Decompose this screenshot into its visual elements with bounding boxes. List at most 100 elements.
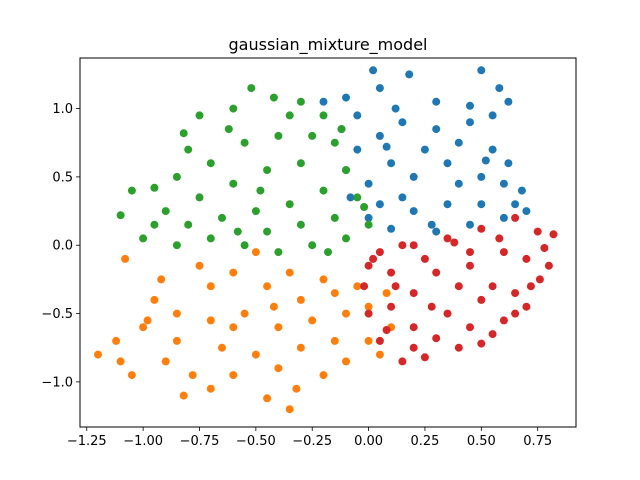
series-1-point-2 (127, 371, 136, 380)
series-1-point-35 (319, 275, 328, 284)
series-2-point-2 (150, 220, 159, 229)
series-2-point-33 (308, 131, 317, 140)
plot-area (80, 58, 576, 427)
series-2-point-32 (274, 131, 283, 140)
series-3-point-7 (544, 261, 553, 270)
series-1-point-30 (308, 316, 317, 325)
series-3 (360, 213, 558, 366)
x-tick-label-8: 0.75 (523, 434, 552, 449)
series-1-point-39 (188, 371, 197, 380)
series-3-point-41 (450, 238, 459, 247)
series-2-point-47 (256, 186, 265, 195)
series-3-point-0 (375, 248, 384, 257)
series-0-point-5 (319, 97, 328, 106)
series-2-point-43 (360, 203, 369, 211)
series-2-point-5 (195, 111, 204, 120)
series-0 (319, 66, 531, 236)
series-1-point-45 (382, 289, 391, 298)
series-0-point-23 (409, 172, 418, 181)
series-2-point-7 (247, 84, 256, 93)
series-0-point-4 (504, 97, 513, 106)
series-1-point-43 (292, 384, 301, 393)
series-1-point-47 (143, 316, 152, 325)
series-2 (116, 84, 373, 257)
y-tick-label-1: −0.5 (41, 307, 73, 322)
series-3-point-30 (477, 295, 486, 304)
series-2-point-37 (263, 227, 272, 236)
series-2-point-3 (172, 172, 181, 181)
series-0-point-1 (405, 70, 414, 79)
series-3-point-1 (409, 241, 418, 250)
series-0-point-27 (375, 200, 384, 209)
series-3-point-20 (432, 268, 441, 277)
series-1-point-34 (285, 268, 294, 277)
series-3-point-38 (477, 339, 486, 348)
series-3-point-10 (488, 330, 497, 339)
series-2-point-15 (342, 234, 350, 243)
series-1-point-17 (319, 371, 328, 380)
series-0-point-26 (499, 179, 508, 188)
series-2-point-18 (240, 241, 249, 250)
series-1-point-1 (112, 336, 121, 345)
series-3-point-33 (398, 241, 407, 250)
x-tick-label-0: −1.25 (67, 434, 107, 449)
series-1-point-29 (274, 323, 283, 332)
series-3-point-36 (432, 334, 441, 343)
series-3-point-40 (369, 254, 378, 263)
series-2-point-16 (308, 241, 317, 250)
x-tick-label-5: 0.00 (354, 434, 383, 449)
series-3-point-28 (387, 302, 396, 311)
series-2-point-35 (330, 213, 339, 222)
x-tick-label-6: 0.25 (410, 434, 439, 449)
series-0-point-46 (481, 156, 490, 165)
series-1-point-15 (274, 364, 283, 373)
series-2-point-4 (184, 145, 193, 154)
x-tick-label-7: 0.50 (467, 434, 496, 449)
series-0-point-15 (466, 118, 474, 127)
series-3-point-5 (533, 227, 542, 236)
series-3-point-23 (499, 248, 508, 257)
series-1-point-6 (206, 384, 215, 393)
series-0-point-14 (432, 125, 441, 134)
series-0-point-12 (375, 131, 384, 140)
series-3-point-22 (488, 282, 497, 291)
series-3-point-2 (443, 234, 452, 243)
series-2-point-40 (224, 125, 233, 134)
series-3-point-39 (522, 302, 531, 311)
series-0-point-13 (398, 118, 407, 127)
series-1-point-8 (263, 394, 272, 403)
series-1-point-22 (364, 302, 373, 311)
y-tick-label-2: 0.0 (52, 239, 73, 254)
series-2-point-22 (195, 193, 204, 202)
series-3-point-43 (391, 282, 400, 291)
series-1-point-20 (375, 350, 384, 359)
series-0-point-22 (387, 159, 396, 168)
series-1-point-31 (342, 309, 350, 318)
series-0-point-42 (454, 179, 463, 188)
series-2-point-19 (206, 234, 215, 243)
series-2-point-39 (150, 183, 159, 192)
x-tick-label-2: −0.75 (180, 434, 220, 449)
x-axis: −1.25 −1.00 −0.75 −0.50 −0.25 0.00 0.25 0.50 0.7… (67, 427, 552, 449)
series-1-point-41 (157, 275, 166, 284)
series-3-point-42 (499, 316, 508, 325)
series-0-point-2 (477, 66, 486, 75)
series-3-point-16 (360, 282, 369, 291)
series-1-point-36 (353, 282, 362, 291)
series-1-point-44 (206, 316, 215, 325)
series-1-point-18 (342, 357, 350, 366)
series-2-point-30 (184, 220, 193, 229)
plot-frame (79, 57, 577, 428)
series-2-point-36 (296, 220, 305, 229)
series-0-point-24 (443, 159, 452, 168)
series-3-point-46 (535, 275, 544, 284)
series-3-point-14 (375, 336, 384, 345)
series-0-point-30 (477, 200, 486, 209)
series-0-point-11 (353, 145, 362, 154)
series-1-point-14 (251, 350, 260, 359)
series-2-point-10 (319, 111, 328, 120)
series-1-point-37 (121, 254, 130, 263)
series-0-point-21 (364, 179, 373, 188)
series-0-point-40 (488, 111, 497, 120)
